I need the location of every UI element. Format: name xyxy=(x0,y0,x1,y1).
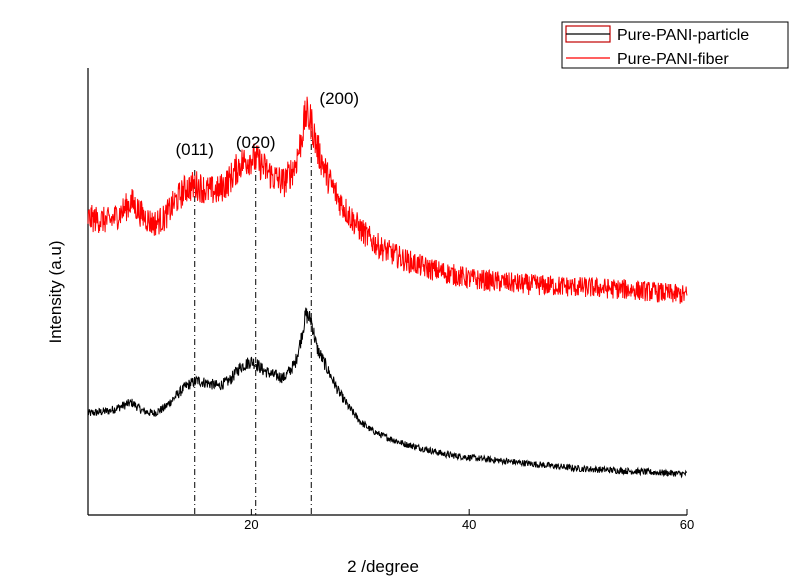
series-layer xyxy=(87,96,688,479)
legend-box xyxy=(561,21,789,69)
peak-guides xyxy=(194,118,312,515)
legend-label-particle: Pure-PANI-particle xyxy=(617,27,749,44)
peak-label: (200) xyxy=(319,89,359,108)
peak-label: (020) xyxy=(236,133,276,152)
x-tick-label: 60 xyxy=(680,517,694,532)
legend: Pure-PANI-particle Pure-PANI-fiber xyxy=(561,21,789,69)
legend-label-fiber: Pure-PANI-fiber xyxy=(617,51,729,68)
y-axis-title: Intensity (a.u) xyxy=(46,241,65,344)
peak-labels: (011) (020) (200) xyxy=(176,89,360,159)
x-tick-label: 40 xyxy=(462,517,476,532)
series-line-pure-pani-particle xyxy=(87,307,688,479)
x-ticks: 20 40 60 xyxy=(244,509,694,532)
x-axis-title: 2 /degree xyxy=(347,557,419,576)
x-tick-label: 20 xyxy=(244,517,258,532)
peak-label: (011) xyxy=(176,140,214,159)
series-line-pure-pani-fiber xyxy=(87,96,688,304)
